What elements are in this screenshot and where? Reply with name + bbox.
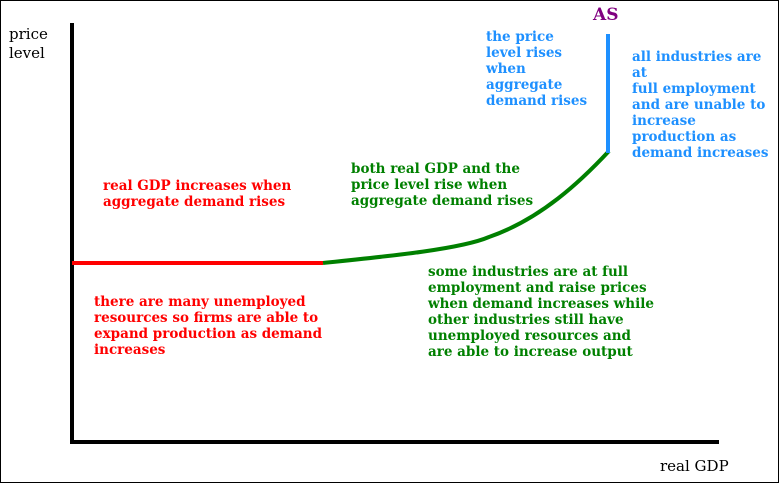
horizontal-segment-label-below: there are many unemployed resources so f…	[94, 294, 323, 358]
as-upward-segment	[322, 149, 611, 265]
horizontal-segment-label-above: real GDP increases when aggregate demand…	[103, 178, 292, 210]
vertical-segment-label-left: the price level rises when aggregate dem…	[486, 29, 588, 109]
as-curve-label: AS	[593, 5, 619, 25]
x-axis-label: real GDP	[660, 457, 729, 475]
y-axis-label: price level	[9, 25, 48, 62]
upward-segment-label-above: both real GDP and the price level rise w…	[351, 161, 534, 209]
vertical-segment-label-right: all industries are at full employment an…	[632, 49, 769, 161]
upward-segment-label-below: some industries are at full employment a…	[428, 264, 654, 360]
